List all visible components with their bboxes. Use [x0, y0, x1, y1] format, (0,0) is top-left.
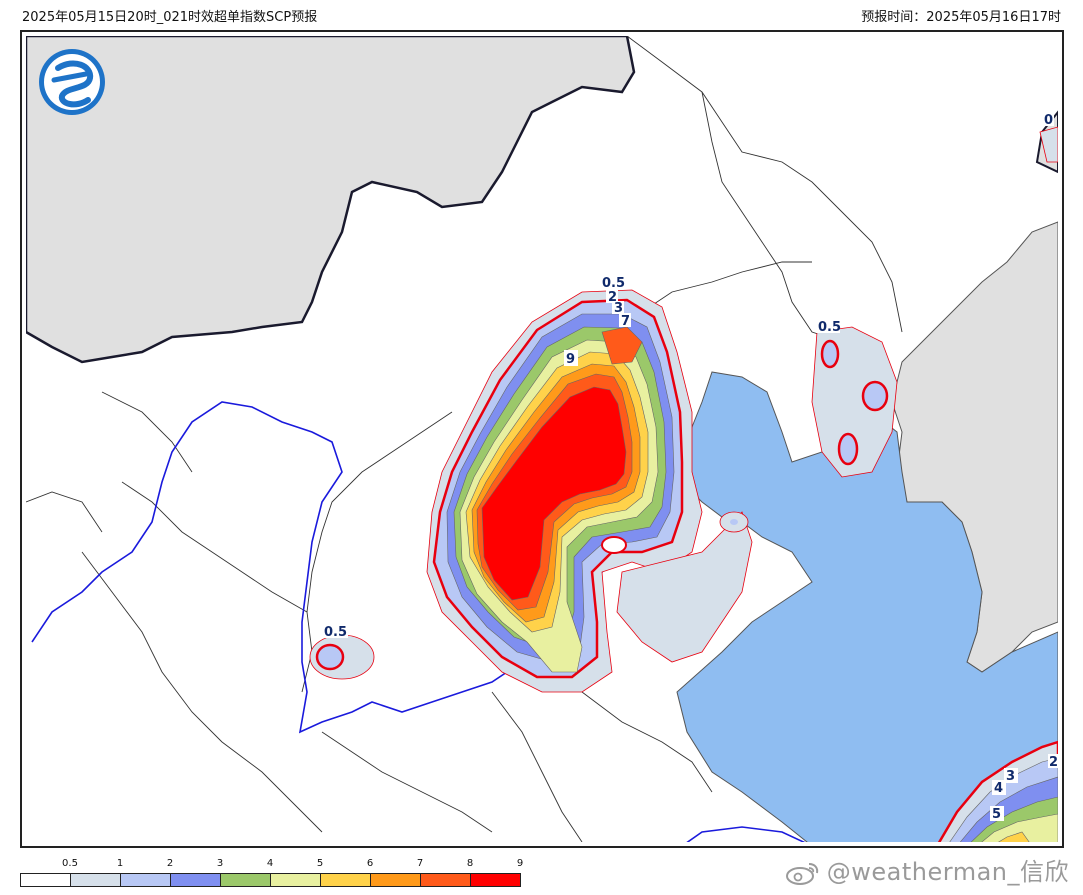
gray-land-mongolia — [26, 36, 636, 364]
cma-logo-icon — [39, 49, 105, 115]
label-northeast-05: 0.5 — [818, 320, 841, 335]
label-north-7: 7 — [621, 314, 630, 329]
scp-map: 0.5 2 3 7 9 0.5 0.5 0 3 4 5 — [22, 32, 1062, 846]
forecast-time: 预报时间：2025年05月16日17时 — [861, 10, 1061, 25]
legend-tick-label: 9 — [516, 858, 524, 869]
label-center-9: 9 — [566, 352, 575, 367]
legend-tick-label: 1 — [116, 858, 124, 869]
label-north-2: 2 — [608, 290, 617, 305]
watermark-text: @weatherman_信欣 — [826, 858, 1069, 886]
province-borders — [26, 36, 903, 842]
scp-northeast-cells — [811, 326, 898, 478]
legend-swatch — [20, 873, 71, 887]
label-west-05: 0.5 — [324, 625, 347, 640]
scp-west-cell — [309, 634, 375, 680]
legend-tick-label: 6 — [366, 858, 374, 869]
legend-tick-label: 0.5 — [62, 858, 78, 869]
label-se-3: 3 — [1006, 769, 1015, 784]
blue-region-border — [31, 401, 623, 734]
scp-shandong-cell — [719, 511, 749, 533]
legend-swatch — [420, 873, 471, 887]
contour-labels: 0.5 2 3 7 9 0.5 0.5 0 3 4 5 — [322, 112, 1058, 822]
legend-swatch — [470, 873, 521, 887]
label-se-2: 2 — [1049, 755, 1058, 770]
legend-swatch — [270, 873, 321, 887]
legend-tick-label: 2 — [166, 858, 174, 869]
legend-tick-label: 5 — [316, 858, 324, 869]
map-title: 2025年05月15日20时_021时效超单指数SCP预报 — [22, 10, 318, 25]
legend-swatch — [70, 873, 121, 887]
legend-tick-label: 3 — [216, 858, 224, 869]
label-north-05: 0.5 — [602, 276, 625, 291]
map-panel: 0.5 2 3 7 9 0.5 0.5 0 3 4 5 — [20, 30, 1064, 848]
legend-tick-label: 4 — [266, 858, 274, 869]
legend-colorbar: 0.5 1 2 3 4 5 6 7 8 9 — [20, 858, 523, 889]
legend-swatch — [220, 873, 271, 887]
legend-swatch — [370, 873, 421, 887]
legend-swatch — [120, 873, 171, 887]
label-se-5: 5 — [992, 807, 1001, 822]
label-north-3: 3 — [614, 301, 623, 316]
legend-tick-label: 7 — [416, 858, 424, 869]
label-topright-0: 0 — [1044, 113, 1053, 128]
legend-swatch — [170, 873, 221, 887]
scp-topright-cell — [1039, 126, 1058, 163]
label-se-4: 4 — [994, 781, 1003, 796]
weibo-icon — [785, 863, 818, 885]
legend-tick-label: 8 — [466, 858, 474, 869]
scp-main-blob — [426, 289, 753, 693]
legend-swatch — [320, 873, 371, 887]
watermark: @weatherman_信欣 — [785, 852, 1069, 887]
